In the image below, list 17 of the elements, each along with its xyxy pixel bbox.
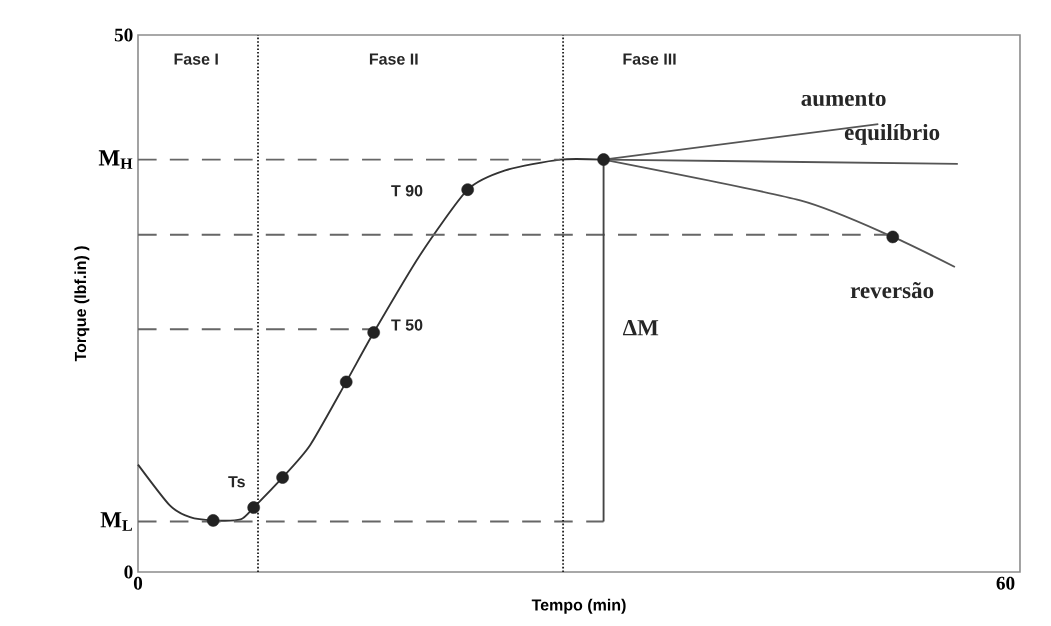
- y-tick-label: M$_{L}$: [100, 512, 132, 531]
- y-tick-label: M$_{H}$: [98, 150, 133, 169]
- x-axis-title: Tempo (min): [531, 598, 626, 614]
- annotation: equilíbrio: [844, 123, 940, 145]
- annotation: T 50: [391, 319, 423, 331]
- annotation: Fase III: [623, 53, 676, 65]
- annotation: aumento: [801, 92, 886, 107]
- annotation: Fase I: [174, 53, 218, 65]
- y-axis-title: Torque (lbf.in) ): [74, 246, 90, 362]
- annotation: T 90: [391, 185, 423, 197]
- annotation: ΔM: [622, 320, 659, 336]
- annotation: Fase II: [369, 53, 418, 65]
- annotation: reversão: [850, 281, 934, 299]
- y-tick-label: 0: [124, 565, 133, 579]
- y-tick-label: 50: [114, 28, 133, 42]
- x-tick-label: 60: [996, 576, 1015, 590]
- annotation: Ts: [228, 476, 245, 488]
